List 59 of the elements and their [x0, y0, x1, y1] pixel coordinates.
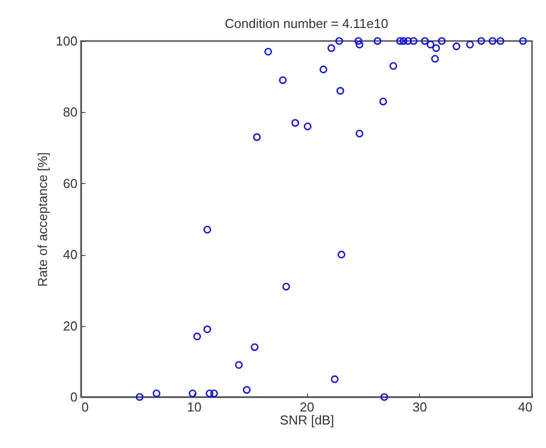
point — [477, 37, 486, 45]
point — [452, 42, 460, 50]
point — [327, 44, 336, 52]
point — [291, 119, 300, 127]
x-tick-label: 40 — [518, 400, 532, 414]
point — [242, 386, 251, 394]
point — [488, 37, 496, 45]
y-tick-label: 40 — [63, 247, 78, 262]
point — [410, 37, 418, 45]
point — [396, 37, 404, 45]
point — [264, 48, 272, 56]
point — [304, 122, 312, 130]
point — [431, 54, 439, 63]
point — [438, 37, 446, 45]
point — [203, 226, 212, 234]
x-axis-title: SNR [dB] — [280, 412, 334, 428]
point — [336, 87, 344, 95]
point — [421, 37, 429, 45]
point — [235, 361, 243, 369]
y-axis-title: Rate of acceptance [%] — [34, 152, 50, 287]
point — [404, 37, 412, 45]
point — [152, 390, 160, 398]
x-tick-label: 10 — [187, 400, 202, 414]
y-tick-label: 80 — [63, 104, 78, 120]
point — [390, 62, 398, 70]
point — [210, 390, 218, 398]
point — [203, 326, 212, 334]
point — [253, 133, 261, 141]
point — [354, 37, 362, 45]
y-tick-label: 100 — [56, 34, 78, 48]
chart-title: Condition number = 4.11e10 — [224, 16, 388, 31]
point — [466, 40, 474, 48]
x-tick-label: 20 — [300, 400, 314, 414]
point — [206, 390, 214, 398]
point — [356, 130, 364, 138]
point — [330, 375, 338, 384]
point — [282, 282, 290, 290]
point — [379, 98, 387, 106]
x-tick-label: 0 — [82, 400, 89, 414]
point — [426, 40, 434, 48]
point — [338, 250, 346, 258]
point — [519, 37, 527, 45]
point — [374, 37, 382, 45]
point — [320, 66, 328, 74]
y-tick-label: 20 — [63, 318, 78, 334]
y-tick-label: 0 — [70, 390, 78, 404]
point — [279, 76, 287, 84]
point — [380, 393, 388, 401]
point — [496, 37, 504, 45]
point — [250, 343, 258, 351]
point — [335, 37, 344, 45]
point — [356, 40, 364, 48]
point — [193, 332, 201, 340]
point — [136, 393, 144, 401]
point — [188, 390, 196, 398]
x-tick-label: 30 — [412, 400, 427, 414]
y-tick-label: 60 — [63, 176, 78, 191]
point — [432, 44, 440, 52]
point — [400, 37, 408, 45]
